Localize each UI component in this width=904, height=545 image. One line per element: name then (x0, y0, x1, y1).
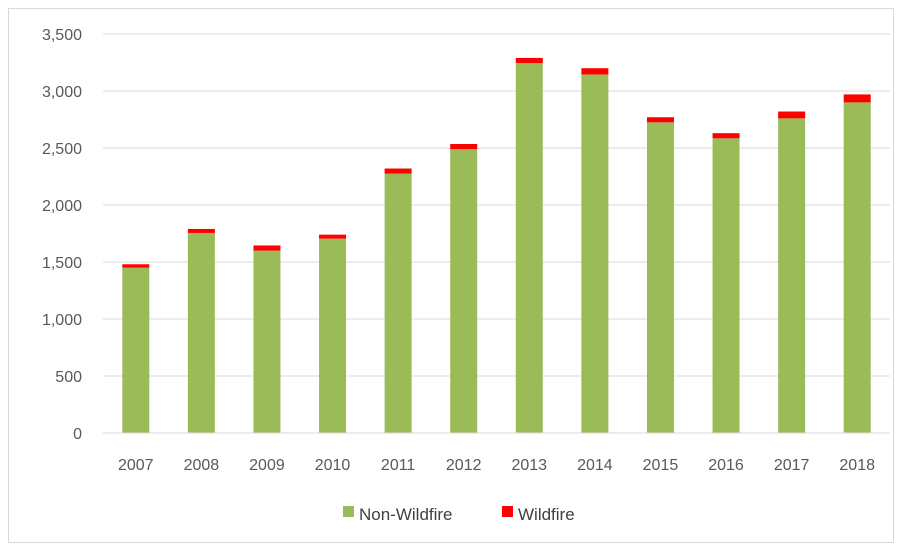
x-tick-label: 2012 (446, 457, 482, 474)
gridlines (103, 33, 890, 434)
y-tick-label: 500 (55, 369, 82, 386)
x-tick-label: 2016 (708, 457, 744, 474)
bar-wildfire-2011 (384, 168, 412, 174)
legend-label-non-wildfire: Non-Wildfire (359, 505, 453, 524)
bar-wildfire-2010 (319, 234, 347, 239)
bar-wildfire-2016 (712, 133, 740, 139)
x-tick-label: 2013 (511, 457, 547, 474)
bar-non-wildfire-2007 (122, 267, 150, 433)
bar-wildfire-2018 (843, 94, 871, 103)
legend-swatch-wildfire (502, 506, 513, 517)
bar-wildfire-2015 (646, 117, 674, 123)
bar-non-wildfire-2012 (450, 149, 478, 433)
y-axis: 0 500 1,000 1,500 2,000 2,500 3,000 3,500 (42, 27, 82, 443)
bar-non-wildfire-2016 (712, 138, 740, 433)
bar-non-wildfire-2015 (646, 122, 674, 433)
legend-swatch-non-wildfire (343, 506, 354, 517)
bar-wildfire-2017 (778, 111, 806, 119)
x-axis: 2007 2008 2009 2010 2011 2012 2013 2014 2015 2016… (103, 432, 890, 474)
y-tick-label: 2,500 (42, 141, 82, 158)
bar-non-wildfire-2010 (319, 238, 347, 433)
bar-non-wildfire-2018 (843, 102, 871, 434)
bar-wildfire-2014 (581, 68, 609, 75)
x-tick-label: 2010 (315, 457, 351, 474)
x-tick-label: 2007 (118, 457, 154, 474)
x-tick-label: 2014 (577, 457, 613, 474)
x-tick-label: 2009 (249, 457, 285, 474)
bar-non-wildfire-2014 (581, 74, 609, 433)
bar-wildfire-2013 (515, 57, 543, 64)
bar-non-wildfire-2011 (384, 173, 412, 433)
bars (122, 57, 871, 434)
x-tick-label: 2008 (184, 457, 220, 474)
bar-non-wildfire-2017 (778, 118, 806, 434)
bar-non-wildfire-2013 (515, 63, 543, 433)
y-tick-label: 0 (73, 426, 82, 443)
x-tick-label: 2011 (381, 457, 416, 474)
bar-wildfire-2008 (187, 228, 215, 233)
x-tick-label: 2017 (774, 457, 810, 474)
y-tick-label: 3,000 (42, 84, 82, 101)
legend-label-wildfire: Wildfire (518, 505, 575, 524)
bar-wildfire-2007 (122, 264, 150, 268)
x-tick-label: 2018 (839, 457, 875, 474)
x-tick-label: 2015 (643, 457, 679, 474)
legend: Non-Wildfire Wildfire (343, 505, 575, 524)
bar-non-wildfire-2008 (187, 232, 215, 433)
y-tick-label: 3,500 (42, 27, 82, 44)
y-tick-label: 2,000 (42, 198, 82, 215)
bar-wildfire-2009 (253, 245, 281, 251)
bar-non-wildfire-2009 (253, 250, 281, 433)
bar-wildfire-2012 (450, 144, 478, 150)
y-tick-label: 1,500 (42, 255, 82, 272)
y-tick-label: 1,000 (42, 312, 82, 329)
